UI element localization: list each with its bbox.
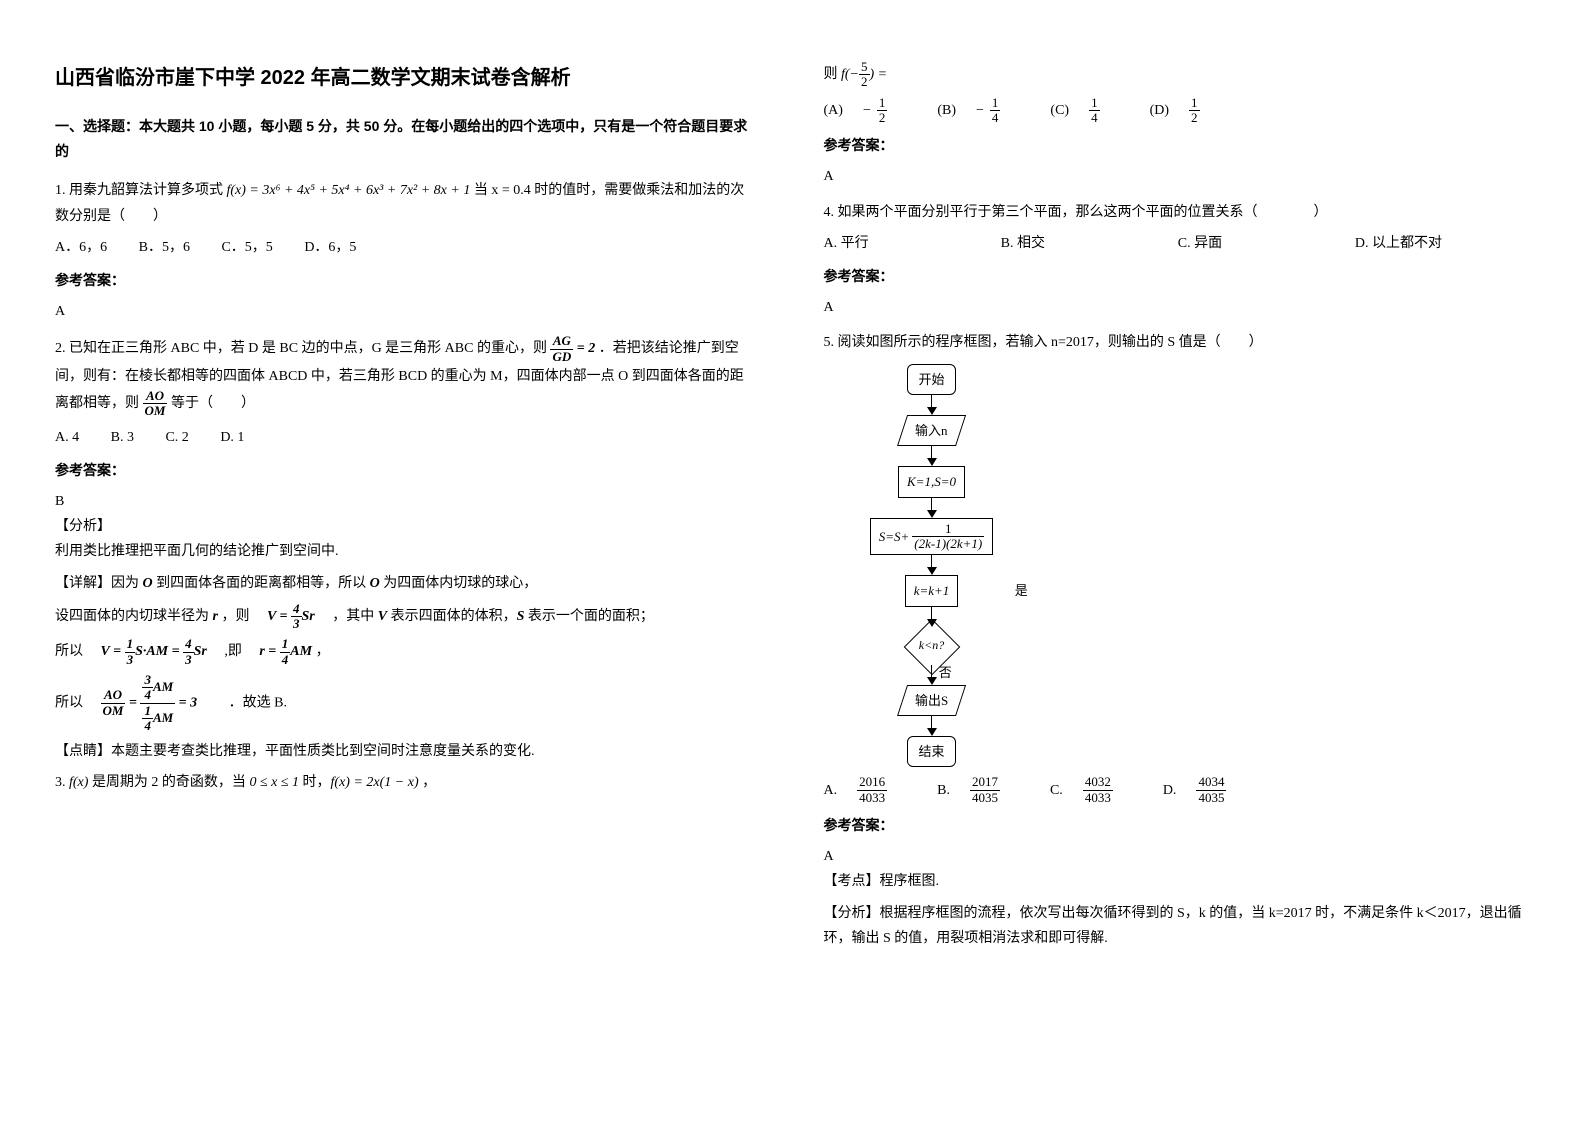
q4-ans-label: 参考答案：	[824, 264, 1533, 289]
flow-input: 输入n	[897, 415, 966, 446]
q5-ans: A	[824, 844, 1533, 869]
q2-ratio2: AO OM	[143, 389, 168, 419]
flow-yes: 是	[1015, 579, 1028, 602]
flowchart: 开始 输入n K=1,S=0 S=S+ 1(2k-1)(2k+1) k=k+1 …	[842, 364, 1533, 768]
q3-ans-label: 参考答案：	[824, 133, 1533, 158]
q2: 2. 已知在正三角形 ABC 中，若 D 是 BC 边的中点，G 是三角形 AB…	[55, 334, 754, 418]
q1-ans-label: 参考答案：	[55, 268, 754, 293]
section-head: 一、选择题：本大题共 10 小题，每小题 5 分，共 50 分。在每小题给出的四…	[55, 114, 754, 164]
q2-ratio1: AG GD	[550, 334, 573, 364]
flow-cond: k<n?	[904, 627, 959, 665]
q2-optA: A. 4	[55, 425, 79, 450]
q1-optB: B．5，6	[139, 235, 190, 260]
q5-kaodian: 【考点】程序框图.	[824, 869, 1533, 894]
q1-optA: A．6，6	[55, 235, 107, 260]
q1-poly: f(x) = 3x⁶ + 4x⁵ + 5x⁴ + 6x³ + 7x² + 8x …	[227, 183, 471, 198]
page-title: 山西省临汾市崖下中学 2022 年高二数学文期末试卷含解析	[55, 60, 754, 96]
q1-opts: A．6，6 B．5，6 C．5，5 D．6，5	[55, 235, 754, 260]
q2-optD: D. 1	[220, 425, 244, 450]
q2-ans-label: 参考答案：	[55, 458, 754, 483]
q3-opts: (A) −12 (B) −14 (C) 14 (D) 12	[824, 96, 1533, 126]
q3: 3. f(x) 是周期为 2 的奇函数，当 0 ≤ x ≤ 1 时，f(x) =…	[55, 770, 754, 795]
flow-end: 结束	[907, 736, 955, 767]
flow-inc: k=k+1	[905, 575, 959, 606]
left-column: 山西省临汾市崖下中学 2022 年高二数学文期末试卷含解析 一、选择题：本大题共…	[0, 0, 794, 1122]
q1-optD: D．6，5	[304, 235, 356, 260]
q5-fenxi: 【分析】根据程序框图的流程，依次写出每次循环得到的 S，k 的值，当 k=201…	[824, 901, 1533, 951]
q5-ans-label: 参考答案：	[824, 813, 1533, 838]
q5-opts: A. 20164033 B. 20174035 C. 40324033 D. 4…	[824, 775, 1533, 805]
flow-init: K=1,S=0	[898, 466, 965, 497]
right-column: 则 f(−52) = (A) −12 (B) −14 (C) 14 (D) 12…	[794, 0, 1587, 1122]
q1: 1. 用秦九韶算法计算多项式 f(x) = 3x⁶ + 4x⁵ + 5x⁴ + …	[55, 178, 754, 228]
q2-ans: B	[55, 489, 754, 514]
q5-stem: 5. 阅读如图所示的程序框图，若输入 n=2017，则输出的 S 值是（ ）	[824, 330, 1533, 355]
flow-no: 否	[939, 661, 952, 684]
flow-start: 开始	[907, 364, 955, 395]
q4-ans: A	[824, 295, 1533, 320]
q2-optC: C. 2	[165, 425, 188, 450]
q2-detail-1: 【详解】因为 O 到四面体各面的距离都相等，所以 O 为四面体内切球的球心，	[55, 571, 754, 596]
q2-ratio2-tail: 等于（ ）	[171, 396, 255, 411]
q3-row2: 则 f(−52) =	[824, 60, 1533, 90]
q2-dianqing: 【点睛】本题主要考查类比推理，平面性质类比到空间时注意度量关系的变化.	[55, 739, 754, 764]
q2-opts: A. 4 B. 3 C. 2 D. 1	[55, 425, 754, 450]
q2-ratio1-eq: = 2	[573, 341, 595, 356]
q1-stem-a: 1. 用秦九韶算法计算多项式	[55, 183, 227, 198]
q2-vol: 设四面体的内切球半径为 r ，则 V = 43Sr ，其中 V 表示四面体的体积…	[55, 602, 754, 632]
flow-sum: S=S+ 1(2k-1)(2k+1)	[870, 518, 994, 556]
flow-out: 输出S	[897, 685, 966, 716]
q4-stem: 4. 如果两个平面分别平行于第三个平面，那么这两个平面的位置关系（ ）	[824, 200, 1533, 225]
q4-opts: A. 平行 B. 相交 C. 异面 D. 以上都不对	[824, 231, 1533, 256]
q2-line2: 所以 V = 13S·AM = 43Sr ,即 r = 14AM ，	[55, 637, 754, 667]
q2-fenxi-h: 【分析】	[55, 514, 754, 539]
q2-optB: B. 3	[111, 425, 134, 450]
q2-line3: 所以 AOOM = 34AM 14AM = 3 ．故选 B.	[55, 673, 754, 733]
q1-optC: C．5，5	[221, 235, 272, 260]
q2-fenxi-body: 利用类比推理把平面几何的结论推广到空间中.	[55, 539, 754, 564]
q1-ans: A	[55, 299, 754, 324]
q2-stem-a: 2. 已知在正三角形 ABC 中，若 D 是 BC 边的中点，G 是三角形 AB…	[55, 341, 550, 356]
q3-ans: A	[824, 164, 1533, 189]
